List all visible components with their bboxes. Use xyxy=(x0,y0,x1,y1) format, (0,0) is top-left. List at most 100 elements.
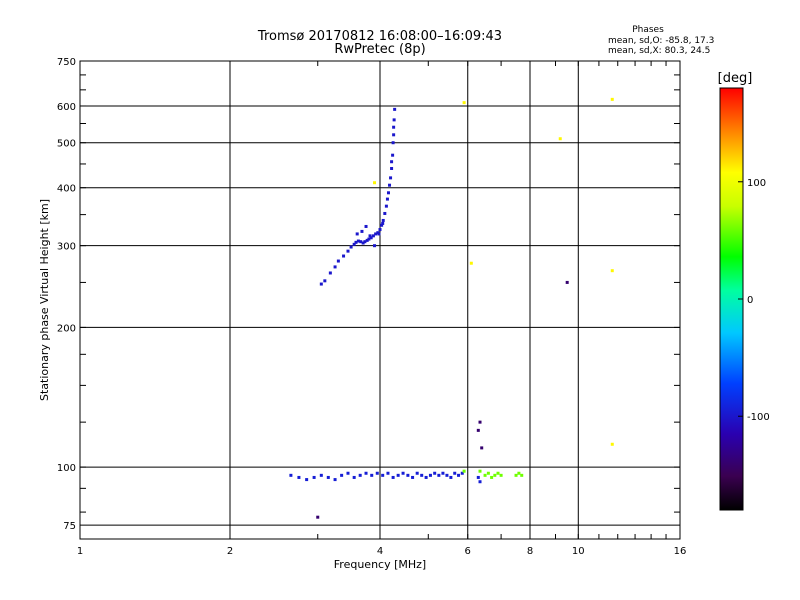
y-tick-label: 200 xyxy=(57,323,76,334)
data-point xyxy=(312,475,316,479)
phase-stats-x: mean, sd,X: 80.3, 24.5 xyxy=(608,46,710,56)
x-tick-label: 10 xyxy=(572,546,585,557)
data-point xyxy=(469,261,473,265)
colorbar-tick-label: 100 xyxy=(747,178,766,189)
data-point xyxy=(371,234,375,238)
colorbar-tick-label: -100 xyxy=(747,412,770,423)
y-tick-label: 400 xyxy=(57,184,76,195)
data-point xyxy=(369,236,373,240)
data-point xyxy=(478,469,482,473)
data-point xyxy=(478,480,482,484)
chart-title: Tromsø 20170812 16:08:00–16:09:43 xyxy=(257,29,502,44)
data-point xyxy=(449,475,453,479)
data-point xyxy=(355,232,359,236)
data-point xyxy=(323,279,327,283)
data-point xyxy=(305,478,309,482)
data-point xyxy=(392,125,396,129)
data-point xyxy=(316,515,320,519)
data-point xyxy=(373,244,377,248)
data-point xyxy=(437,473,441,477)
data-point xyxy=(493,473,497,477)
x-tick-label: 6 xyxy=(465,546,471,557)
grid-lines xyxy=(80,61,680,539)
data-point xyxy=(476,475,480,479)
series-1 xyxy=(289,471,482,484)
x-tick-label: 4 xyxy=(377,546,383,557)
data-point xyxy=(365,238,369,242)
data-point xyxy=(386,471,390,475)
data-point xyxy=(391,141,395,145)
data-point xyxy=(289,473,293,477)
y-axis-label: Stationary phase Virtual Height [km] xyxy=(38,199,51,401)
data-point xyxy=(486,471,490,475)
data-point xyxy=(297,475,301,479)
data-point xyxy=(460,471,464,475)
data-point xyxy=(499,473,503,477)
data-point xyxy=(396,473,400,477)
colorbar-ticks: 100 0 -100 xyxy=(738,178,770,423)
data-point xyxy=(386,191,390,195)
phase-stats-title: Phases xyxy=(632,25,664,35)
data-point xyxy=(360,229,364,233)
x-axis: 1 2 4 6 8 10 16 xyxy=(77,61,686,557)
data-point xyxy=(388,183,392,187)
data-point xyxy=(391,153,395,157)
data-point xyxy=(328,271,332,275)
data-point xyxy=(453,471,457,475)
y-tick-label: 600 xyxy=(57,102,76,113)
data-point xyxy=(390,160,394,164)
data-point xyxy=(445,473,449,477)
data-point xyxy=(342,254,346,258)
data-point xyxy=(319,473,323,477)
phase-stats-o: mean, sd,O: -85.8, 17.3 xyxy=(608,36,714,46)
data-point xyxy=(610,269,614,273)
y-tick-label: 750 xyxy=(57,57,76,68)
data-points xyxy=(289,97,614,519)
data-point xyxy=(374,232,378,236)
data-point xyxy=(363,240,367,244)
data-point xyxy=(358,473,362,477)
data-point xyxy=(480,446,484,450)
data-point xyxy=(381,218,385,222)
x-axis-label: Frequency [MHz] xyxy=(334,558,426,571)
data-point xyxy=(381,473,385,477)
data-point xyxy=(428,473,432,477)
data-point xyxy=(393,107,397,111)
data-point xyxy=(520,473,524,477)
data-point xyxy=(424,475,428,479)
data-point xyxy=(352,242,356,246)
data-point xyxy=(340,473,344,477)
data-point xyxy=(411,475,415,479)
series-2 xyxy=(462,469,524,479)
data-point xyxy=(462,469,466,473)
data-point xyxy=(377,232,381,236)
data-point xyxy=(370,473,374,477)
chart-subtitle: RwPretec (8p) xyxy=(334,42,425,57)
data-point xyxy=(420,473,424,477)
data-point xyxy=(349,245,353,249)
data-point xyxy=(476,428,480,432)
x-tick-label: 1 xyxy=(77,546,83,557)
data-point xyxy=(373,181,377,185)
y-axis: 75 100 200 300 400 500 600 750 xyxy=(57,57,680,532)
data-point xyxy=(384,204,388,208)
data-point xyxy=(368,234,372,238)
y-tick-label: 75 xyxy=(63,521,76,532)
data-point xyxy=(558,137,562,141)
data-point xyxy=(380,223,384,227)
y-tick-label: 500 xyxy=(57,139,76,150)
data-point xyxy=(514,473,518,477)
data-point xyxy=(352,475,356,479)
data-point xyxy=(565,280,569,284)
data-point xyxy=(359,240,363,244)
data-point xyxy=(478,420,482,424)
y-tick-label: 300 xyxy=(57,242,76,253)
data-point xyxy=(333,265,337,269)
data-point xyxy=(367,237,371,241)
data-point xyxy=(356,239,360,243)
colorbar-label: [deg] xyxy=(718,71,753,86)
x-tick-label: 2 xyxy=(227,546,233,557)
data-point xyxy=(390,166,394,170)
y-tick-label: 100 xyxy=(57,463,76,474)
